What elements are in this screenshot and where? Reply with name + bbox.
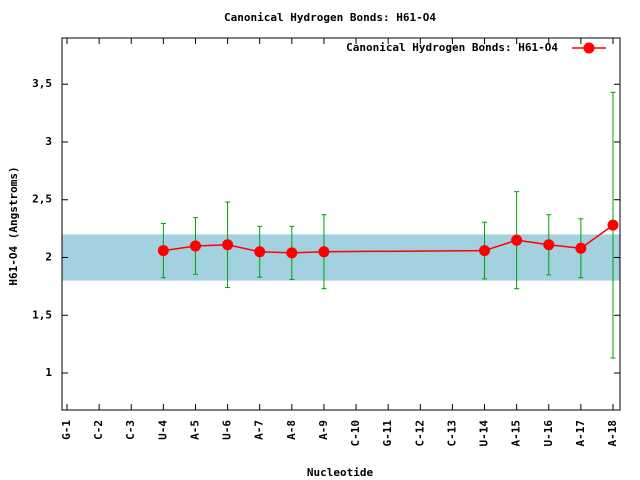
y-tick-label: 3 bbox=[45, 135, 52, 148]
point bbox=[575, 242, 587, 254]
x-tick-label: A-7 bbox=[253, 420, 266, 440]
point bbox=[511, 234, 523, 246]
line-segment bbox=[323, 249, 485, 253]
x-tick-label: C-2 bbox=[92, 420, 105, 440]
legend-marker bbox=[583, 42, 595, 54]
y-tick-label: 3,5 bbox=[32, 77, 52, 90]
x-tick-label: A-5 bbox=[188, 420, 201, 440]
point bbox=[607, 219, 619, 231]
x-tick-label: G-1 bbox=[60, 420, 73, 440]
line-segment bbox=[580, 224, 614, 249]
point bbox=[189, 240, 201, 252]
x-tick-label: A-9 bbox=[317, 420, 330, 440]
x-tick-label: A-18 bbox=[606, 420, 619, 447]
y-tick-label: 2,5 bbox=[32, 193, 52, 206]
point bbox=[286, 247, 298, 259]
x-tick-label: C-12 bbox=[413, 420, 426, 447]
y-tick-label: 2 bbox=[45, 251, 52, 264]
point bbox=[254, 246, 266, 258]
y-axis-label: H61-O4 (Angstroms) bbox=[7, 166, 20, 285]
reference-band bbox=[62, 234, 620, 281]
legend-label: Canonical Hydrogen Bonds: H61-O4 bbox=[346, 41, 558, 54]
chart-title: Canonical Hydrogen Bonds: H61-O4 bbox=[224, 11, 436, 24]
x-tick-label: G-11 bbox=[381, 420, 394, 447]
x-tick-label: A-15 bbox=[510, 420, 523, 447]
point bbox=[318, 246, 330, 258]
x-tick-label: U-16 bbox=[542, 420, 555, 447]
y-tick-label: 1 bbox=[45, 366, 52, 379]
plot-frame bbox=[61, 37, 621, 411]
point bbox=[222, 239, 234, 251]
x-tick-label: U-14 bbox=[478, 420, 491, 447]
x-tick-label: A-8 bbox=[285, 420, 298, 440]
y-tick-label: 1,5 bbox=[32, 308, 52, 321]
x-tick-label: U-4 bbox=[156, 420, 169, 440]
line-segment bbox=[484, 239, 517, 252]
x-tick-label: C-3 bbox=[124, 420, 137, 440]
x-axis-label: Nucleotide bbox=[307, 466, 374, 479]
point bbox=[543, 239, 555, 251]
x-tick-label: A-17 bbox=[574, 420, 587, 447]
point bbox=[479, 245, 491, 257]
x-tick-label: U-6 bbox=[221, 420, 234, 440]
x-tick-label: C-10 bbox=[349, 420, 362, 447]
x-tick-label: C-13 bbox=[445, 420, 458, 447]
point bbox=[157, 245, 169, 257]
